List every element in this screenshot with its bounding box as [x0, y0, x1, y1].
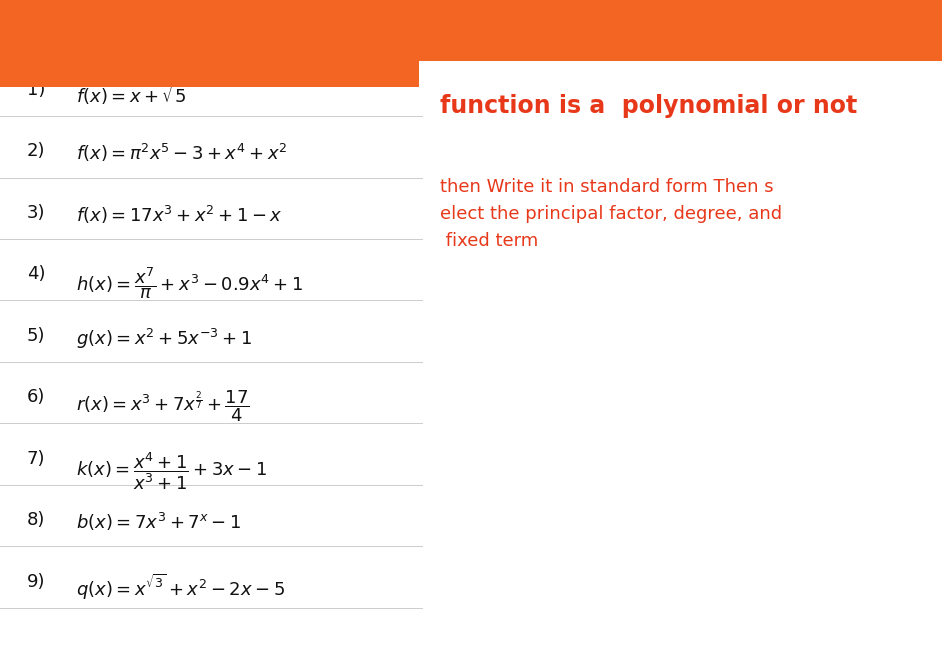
Text: $b(x) = 7x^3 + 7^x - 1$: $b(x) = 7x^3 + 7^x - 1$ — [76, 511, 241, 533]
Text: $h(x) = \dfrac{x^7}{\pi} + x^3 - 0.9x^4 + 1$: $h(x) = \dfrac{x^7}{\pi} + x^3 - 0.9x^4 … — [76, 265, 303, 301]
Text: then Write it in standard form Then s
elect the principal factor, degree, and
 f: then Write it in standard form Then s el… — [440, 178, 782, 250]
Text: 7): 7) — [27, 450, 45, 468]
Text: $k(x) = \dfrac{x^4+1}{x^3+1} + 3x - 1$: $k(x) = \dfrac{x^4+1}{x^3+1} + 3x - 1$ — [76, 450, 268, 492]
Text: 1): 1) — [27, 81, 45, 99]
Text: 3): 3) — [27, 204, 45, 222]
Text: $f(x) = x + \sqrt{5}$: $f(x) = x + \sqrt{5}$ — [76, 81, 190, 107]
Text: $q(x) = x^{\sqrt{3}} + x^2 - 2x - 5$: $q(x) = x^{\sqrt{3}} + x^2 - 2x - 5$ — [76, 573, 285, 602]
Text: 4): 4) — [27, 265, 45, 283]
Text: $f(x) = 17x^3 + x^2 + 1 - x$: $f(x) = 17x^3 + x^2 + 1 - x$ — [76, 204, 283, 226]
Text: 9): 9) — [27, 573, 45, 591]
Text: Determine if each: Determine if each — [440, 36, 677, 60]
Text: function is a  polynomial or not: function is a polynomial or not — [440, 94, 857, 118]
Text: 2): 2) — [27, 142, 45, 160]
Text: 8): 8) — [27, 511, 45, 529]
Text: $f(x) = \pi^2 x^5 - 3 + x^4 + x^2$: $f(x) = \pi^2 x^5 - 3 + x^4 + x^2$ — [76, 142, 287, 164]
Text: $r(x) = x^3 + 7x^{\frac{2}{7}} + \dfrac{17}{4}$: $r(x) = x^3 + 7x^{\frac{2}{7}} + \dfrac{… — [76, 388, 251, 424]
Text: $g(x) = x^2 + 5x^{-3} + 1$: $g(x) = x^2 + 5x^{-3} + 1$ — [76, 327, 252, 351]
Text: 5): 5) — [27, 327, 45, 345]
Text: 6): 6) — [27, 388, 45, 406]
